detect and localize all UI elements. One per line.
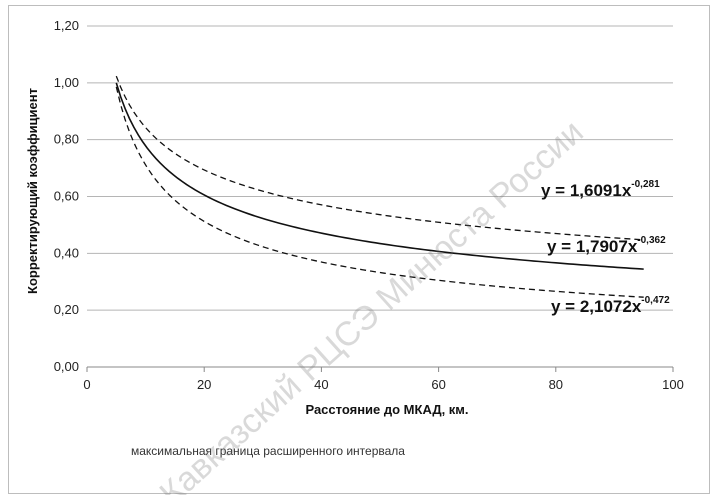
y-tick-label: 1,00 [54,75,79,90]
equation-lower-exponent: -0,472 [641,295,670,306]
label-layer: 0,00 0,20 0,40 0,60 0,80 1,00 1,20 0 20 40 60 80 100 [54,18,684,392]
equation-label-middle: y = 1,7907x-0,362 [547,235,666,256]
equation-upper-base: y = 1,6091x [541,181,632,200]
axis-layer [86,366,674,372]
x-tick-label: 100 [662,377,684,392]
equation-lower-base: y = 2,1072x [551,297,642,316]
series-line-2 [115,86,644,298]
equation-upper-exponent: -0,281 [631,179,660,190]
y-axis-title: Корректирующий коэффициент [25,88,40,294]
y-tick-label: 0,40 [54,245,79,260]
x-tick-label: 80 [549,377,563,392]
y-tick-label: 0,60 [54,189,79,204]
y-tick-label: 0,80 [54,132,79,147]
series-line-0 [115,75,644,241]
legend: максимальная граница расширенного интерв… [131,444,405,458]
y-tick-label: 0,00 [54,359,79,374]
y-tick-label: 1,20 [54,18,79,33]
x-tick-label: 40 [314,377,328,392]
equation-label-upper: y = 1,6091x-0,281 [541,179,660,200]
equation-middle-base: y = 1,7907x [547,237,638,256]
series-layer [115,75,644,298]
equation-label-lower: y = 2,1072x-0,472 [551,295,670,316]
y-tick-label: 0,20 [54,302,79,317]
chart-svg: 0,00 0,20 0,40 0,60 0,80 1,00 1,20 0 20 40 60 80 100… [25,18,684,495]
x-tick-label: 20 [197,377,211,392]
chart-frame: 0,00 0,20 0,40 0,60 0,80 1,00 1,20 0 20 40 60 80 100… [8,5,710,495]
grid-layer [87,25,673,368]
x-tick-label: 0 [83,377,90,392]
equation-middle-exponent: -0,362 [637,235,666,246]
watermark: Кавказский РЦСЭ Минюста России [153,113,591,495]
x-tick-label: 60 [431,377,445,392]
legend-label: максимальная граница расширенного интерв… [131,444,405,458]
series-line-1 [115,82,644,270]
x-axis-title: Расстояние до МКАД, км. [305,402,468,417]
